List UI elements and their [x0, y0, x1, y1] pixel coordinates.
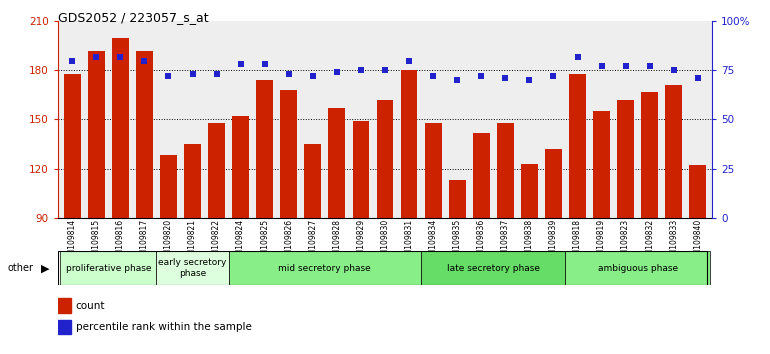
Bar — [521, 164, 537, 218]
Bar — [689, 165, 706, 218]
Bar — [497, 123, 514, 218]
Bar — [665, 85, 682, 218]
Text: ▶: ▶ — [41, 263, 49, 273]
Bar — [545, 149, 562, 218]
Bar — [449, 180, 466, 218]
Bar — [58, 320, 71, 334]
Bar — [208, 123, 225, 218]
Bar — [112, 38, 129, 218]
Text: early secretory
phase: early secretory phase — [159, 258, 226, 278]
Bar — [156, 251, 229, 285]
Bar — [400, 70, 417, 218]
Bar — [565, 251, 710, 285]
Bar — [160, 155, 177, 218]
Bar — [569, 74, 586, 218]
Text: late secretory phase: late secretory phase — [447, 264, 540, 273]
Bar — [64, 74, 81, 218]
Bar — [304, 144, 321, 218]
Bar — [88, 51, 105, 218]
Bar — [329, 108, 345, 218]
Bar — [184, 144, 201, 218]
Bar — [353, 121, 370, 218]
Bar — [593, 111, 610, 218]
Bar — [256, 80, 273, 218]
Bar — [229, 251, 421, 285]
Bar — [421, 251, 565, 285]
Bar — [377, 100, 393, 218]
Bar — [60, 251, 156, 285]
Bar — [136, 51, 152, 218]
Text: count: count — [75, 301, 105, 311]
Text: other: other — [8, 263, 34, 273]
Bar — [280, 90, 297, 218]
Text: GDS2052 / 223057_s_at: GDS2052 / 223057_s_at — [58, 11, 209, 24]
Text: proliferative phase: proliferative phase — [65, 264, 151, 273]
Text: mid secretory phase: mid secretory phase — [279, 264, 371, 273]
Bar — [425, 123, 441, 218]
Bar — [58, 298, 71, 313]
Text: ambiguous phase: ambiguous phase — [598, 264, 678, 273]
Bar — [618, 100, 634, 218]
Bar — [641, 92, 658, 218]
Text: percentile rank within the sample: percentile rank within the sample — [75, 322, 252, 332]
Bar — [473, 132, 490, 218]
Bar — [233, 116, 249, 218]
